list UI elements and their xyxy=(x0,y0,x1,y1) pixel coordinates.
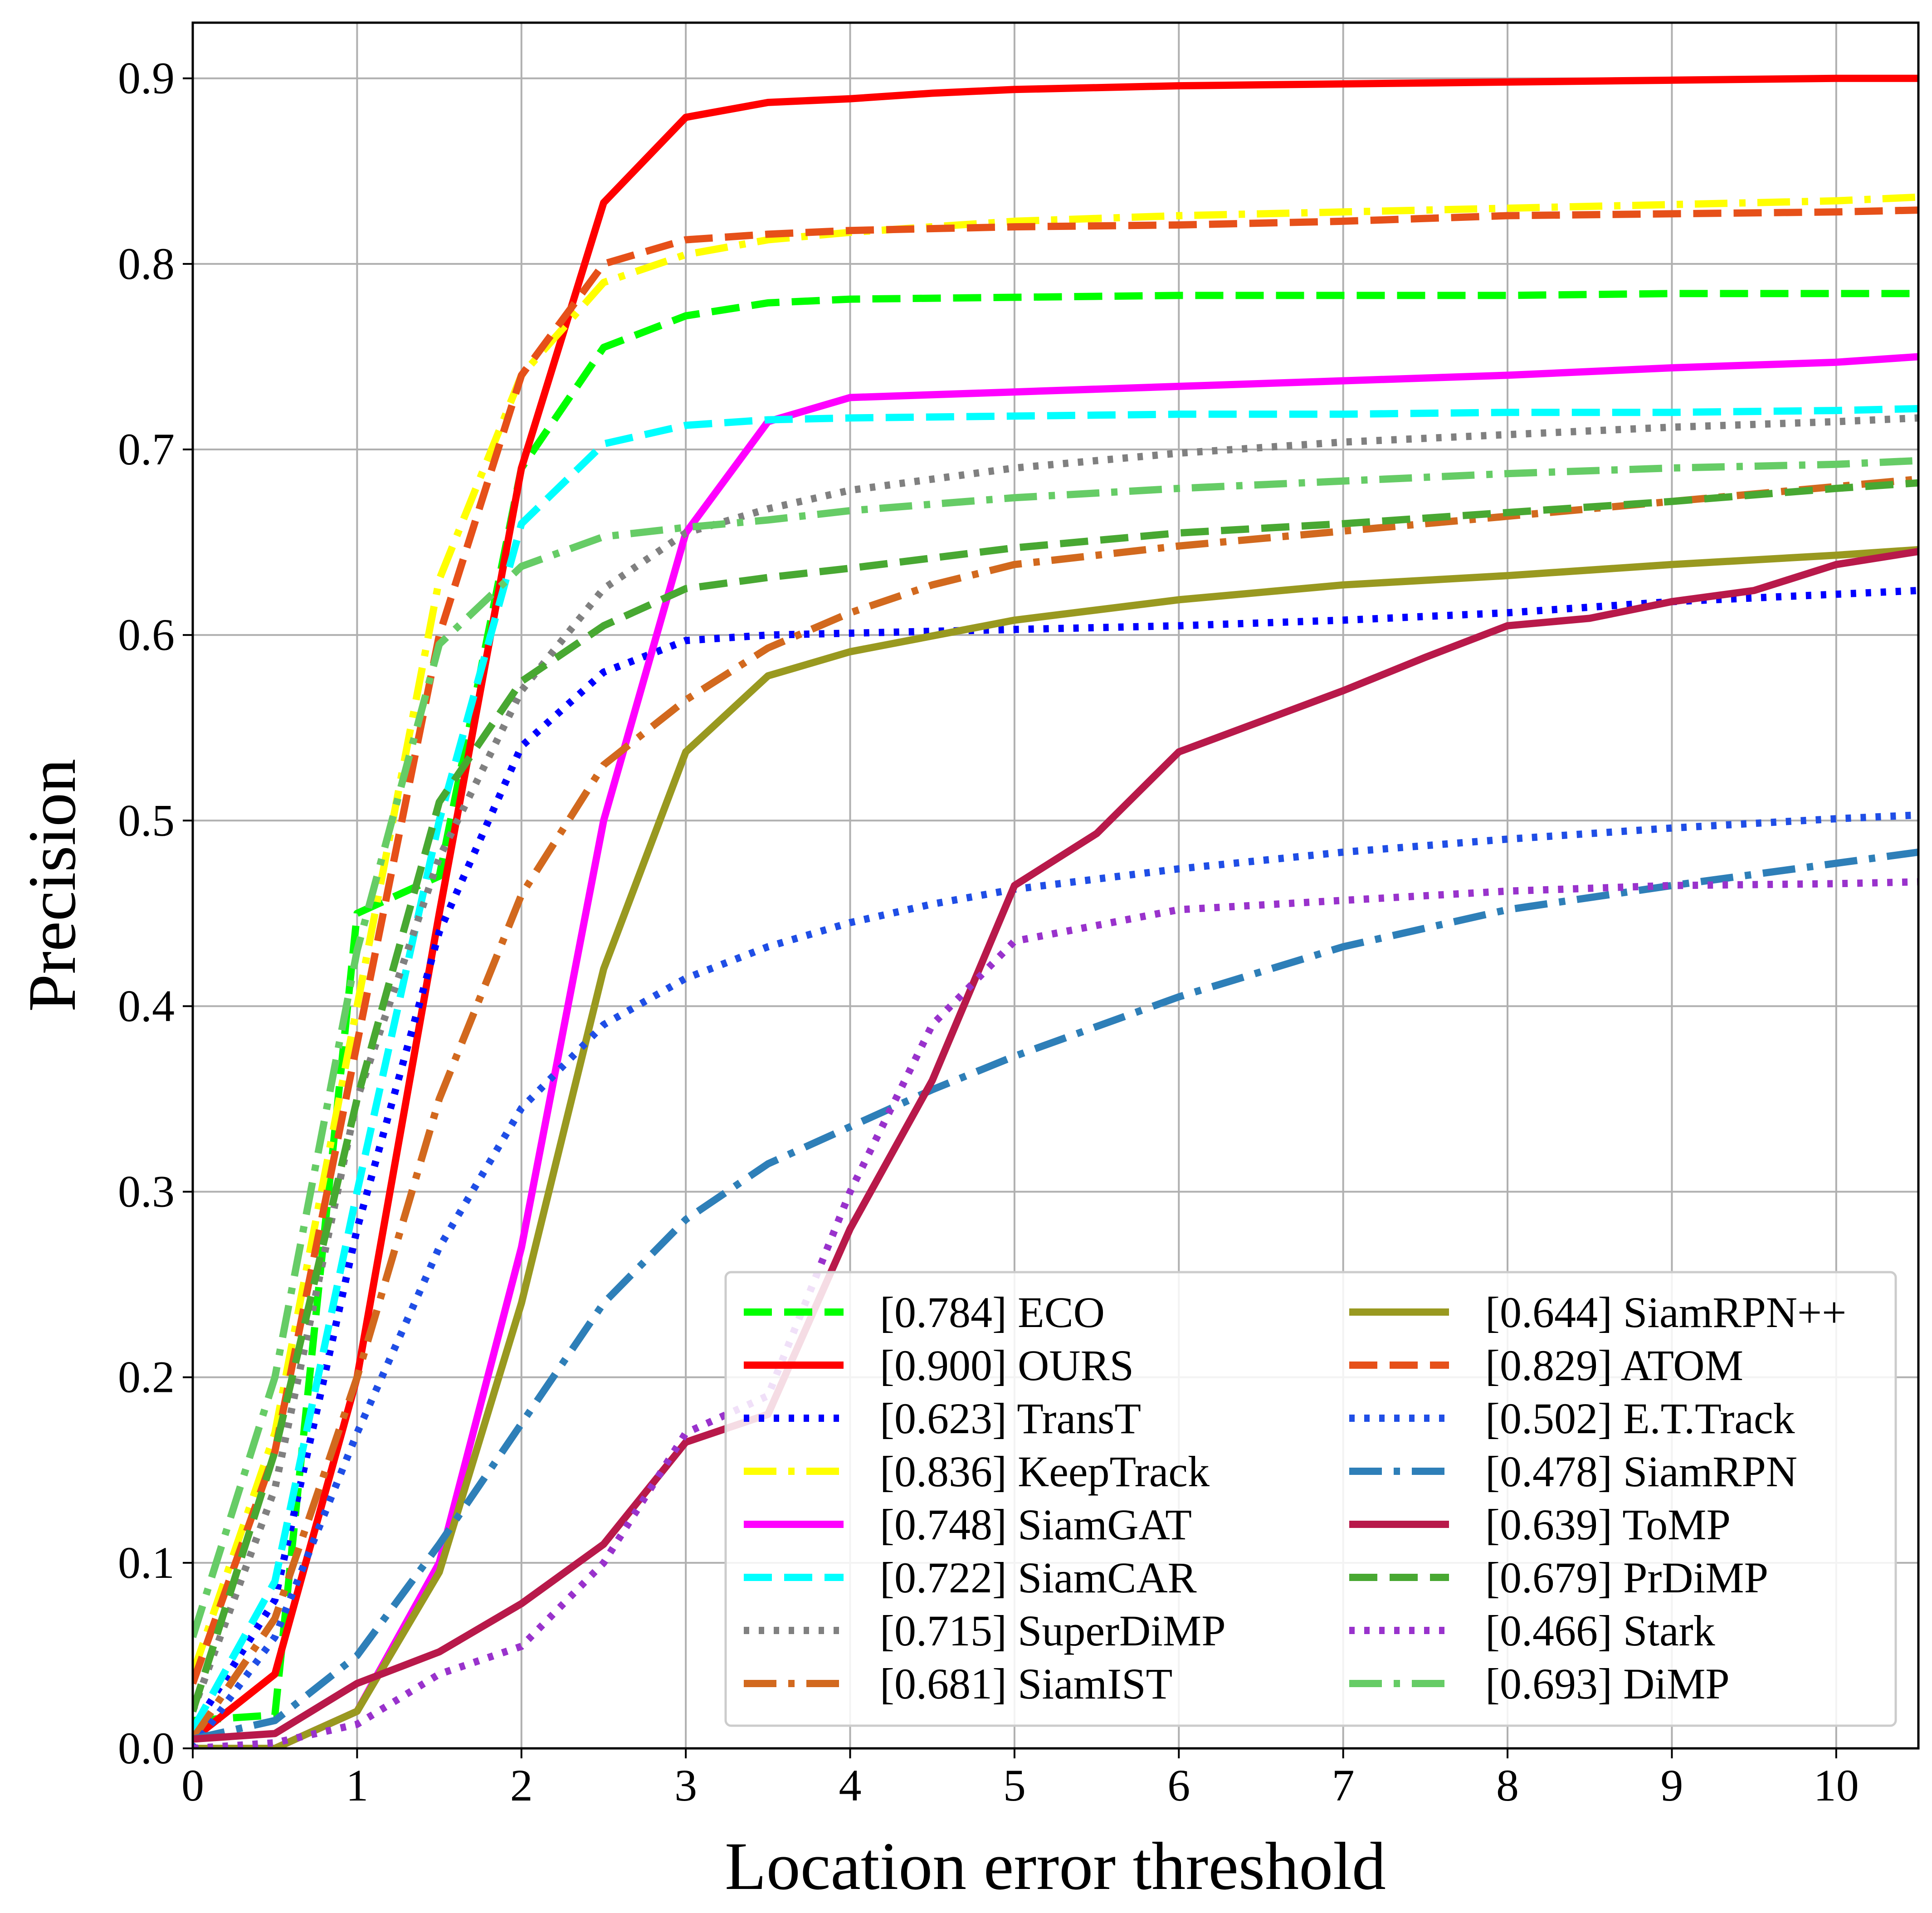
y-tick-label: 0.5 xyxy=(118,795,175,845)
y-tick-label: 0.3 xyxy=(118,1166,175,1217)
series-line-15 xyxy=(193,457,1918,1638)
y-tick-label: 0.4 xyxy=(118,981,175,1031)
y-tick-label: 0.0 xyxy=(118,1723,175,1773)
axis-ticks: 0 1 2 3 4 5 6 7 8 9 10 0.0 0.1 0.2 0.3 0.4 0.5 0.6 0.7 0.8 0… xyxy=(118,53,1859,1811)
y-tick-label: 0.6 xyxy=(118,610,175,660)
series-line-8 xyxy=(193,546,1918,1748)
series-line-11 xyxy=(193,848,1918,1743)
plot-frame xyxy=(191,21,1920,1750)
series-line-14 xyxy=(193,878,1918,1748)
x-tick-label: 7 xyxy=(1332,1760,1355,1811)
legend-label-11: [0.478] SiamRPN xyxy=(1485,1447,1797,1496)
legend: [0.784] ECO[0.900] OURS[0.623] TransT[0.… xyxy=(724,1271,1897,1727)
x-tick-label: 0 xyxy=(181,1760,204,1811)
x-tick-label: 5 xyxy=(1003,1760,1026,1811)
legend-label-13: [0.679] PrDiMP xyxy=(1485,1553,1768,1602)
series-line-10 xyxy=(193,811,1918,1748)
legend-label-15: [0.693] DiMP xyxy=(1485,1659,1730,1708)
series-line-1 xyxy=(193,74,1918,1742)
x-tick-label: 1 xyxy=(346,1760,368,1811)
series-line-3 xyxy=(193,193,1918,1675)
legend-label-4: [0.748] SiamGAT xyxy=(880,1500,1192,1549)
legend-label-14: [0.466] Stark xyxy=(1485,1606,1715,1655)
y-tick-label: 0.9 xyxy=(118,53,175,103)
legend-label-7: [0.681] SiamIST xyxy=(880,1659,1172,1708)
x-tick-label: 8 xyxy=(1496,1760,1519,1811)
y-axis-label: Precision xyxy=(15,759,90,1012)
series-lines xyxy=(193,74,1918,1748)
legend-label-6: [0.715] SuperDiMP xyxy=(880,1606,1226,1655)
series-line-0 xyxy=(193,290,1918,1724)
legend-label-12: [0.639] ToMP xyxy=(1485,1500,1731,1549)
x-tick-label: 4 xyxy=(839,1760,862,1811)
x-tick-label: 6 xyxy=(1167,1760,1190,1811)
y-tick-label: 0.2 xyxy=(118,1352,175,1402)
series-line-13 xyxy=(193,479,1918,1713)
series-line-9 xyxy=(193,206,1918,1685)
legend-label-0: [0.784] ECO xyxy=(880,1288,1105,1337)
x-axis-label: Location error threshold xyxy=(725,1829,1386,1904)
legend-label-3: [0.836] KeepTrack xyxy=(880,1447,1210,1496)
x-tick-label: 3 xyxy=(674,1760,697,1811)
legend-label-1: [0.900] OURS xyxy=(880,1341,1134,1390)
series-line-12 xyxy=(193,548,1918,1743)
legend-label-8: [0.644] SiamRPN++ xyxy=(1485,1288,1846,1337)
legend-label-9: [0.829] ATOM xyxy=(1485,1341,1743,1390)
y-tick-label: 0.1 xyxy=(118,1537,175,1588)
legend-label-2: [0.623] TransT xyxy=(880,1394,1141,1443)
x-tick-label: 2 xyxy=(510,1760,533,1811)
legend-label-10: [0.502] E.T.Track xyxy=(1485,1394,1795,1443)
y-tick-label: 0.7 xyxy=(118,424,175,474)
x-tick-label: 9 xyxy=(1660,1760,1683,1811)
series-line-2 xyxy=(193,587,1918,1732)
x-tick-label: 10 xyxy=(1814,1760,1859,1811)
series-line-5 xyxy=(193,405,1918,1732)
legend-label-5: [0.722] SiamCAR xyxy=(880,1553,1197,1602)
legend-box xyxy=(724,1271,1897,1727)
y-tick-label: 0.8 xyxy=(118,239,175,289)
series-line-6 xyxy=(193,414,1918,1713)
